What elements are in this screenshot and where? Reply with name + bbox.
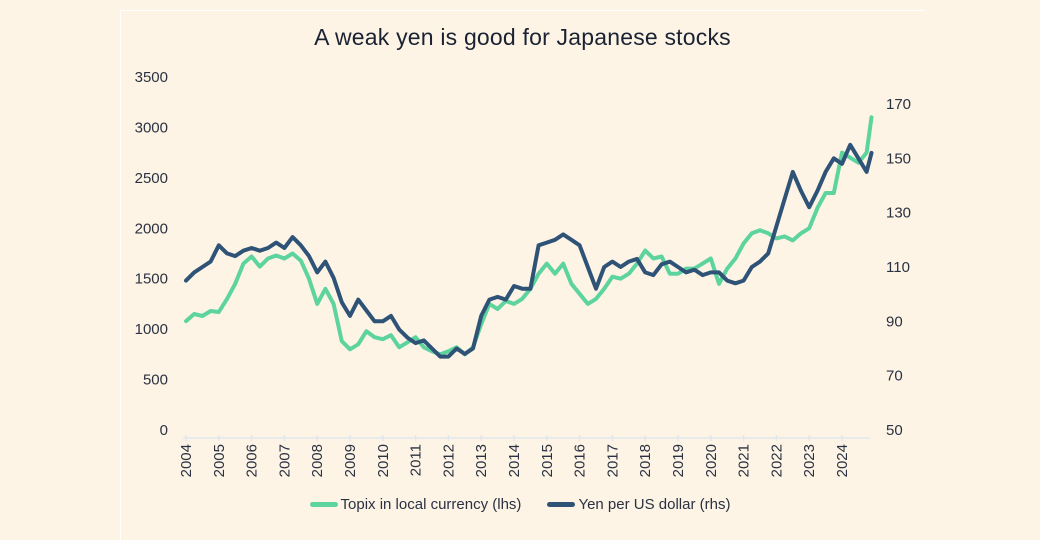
x-tick-label: 2022: [768, 444, 785, 477]
left-y-tick-label: 2000: [135, 220, 168, 237]
right-y-tick-label: 90: [886, 313, 903, 330]
x-tick-label: 2009: [342, 444, 359, 477]
x-tick-label: 2010: [375, 444, 392, 477]
left-y-tick-label: 0: [160, 422, 168, 439]
legend-label-topix: Topix in local currency (lhs): [340, 496, 522, 513]
x-tick-label: 2020: [703, 444, 720, 477]
x-tick-label: 2021: [736, 444, 753, 477]
left-y-tick-label: 3500: [135, 69, 168, 86]
x-tick-label: 2004: [178, 444, 195, 477]
legend-swatch-topix: [309, 502, 338, 507]
chart-title: A weak yen is good for Japanese stocks: [314, 24, 731, 50]
x-tick-label: 2005: [211, 444, 228, 477]
x-tick-label: 2012: [440, 444, 457, 477]
x-tick-label: 2023: [801, 444, 818, 477]
x-tick-label: 2017: [604, 444, 621, 477]
series-line-topix: [184, 115, 874, 357]
x-tick-label: 2019: [670, 444, 687, 477]
legend-swatch-yen: [547, 502, 576, 507]
x-axis-ticks: 2004 2005 2006 2007 2008 2009 2010 2011 2012 2013…: [178, 435, 851, 477]
chart-canvas: 0 500 1000 1500 2000 2500 3000 3500 50 70 90 110 13…: [135, 69, 911, 477]
right-y-tick-label: 130: [886, 205, 911, 222]
right-y-tick-label: 50: [886, 422, 903, 439]
left-y-tick-label: 1500: [135, 271, 168, 288]
legend: Topix in local currency (lhs) Yen per US…: [0, 496, 1040, 513]
series-line-yen: [184, 142, 874, 359]
left-y-tick-label: 2500: [135, 170, 168, 187]
x-tick-label: 2018: [637, 444, 654, 477]
x-tick-label: 2016: [572, 444, 589, 477]
right-y-tick-label: 150: [886, 150, 911, 167]
x-tick-label: 2007: [276, 444, 293, 477]
x-tick-label: 2015: [539, 444, 556, 477]
x-tick-label: 2008: [309, 444, 326, 477]
right-y-tick-label: 110: [886, 259, 910, 276]
right-y-tick-label: 70: [886, 368, 903, 385]
x-tick-label: 2006: [244, 444, 261, 477]
left-y-tick-label: 1000: [135, 321, 168, 338]
chart-panel: [120, 10, 925, 540]
x-tick-label: 2011: [408, 444, 425, 476]
x-tick-label: 2013: [473, 444, 490, 477]
left-y-tick-label: 3000: [135, 119, 168, 136]
legend-item-yen: Yen per US dollar (rhs): [547, 496, 730, 513]
legend-item-topix: Topix in local currency (lhs): [309, 496, 522, 513]
legend-label-yen: Yen per US dollar (rhs): [578, 496, 731, 513]
series-layer: [184, 115, 874, 359]
x-tick-label: 2014: [506, 444, 523, 477]
right-y-axis: 50 70 90 110 130 150 170: [886, 96, 911, 439]
x-tick-label: 2024: [834, 444, 851, 477]
left-y-tick-label: 500: [143, 372, 168, 389]
left-y-axis: 0 500 1000 1500 2000 2500 3000 3500: [135, 69, 168, 439]
right-y-tick-label: 170: [886, 96, 911, 113]
